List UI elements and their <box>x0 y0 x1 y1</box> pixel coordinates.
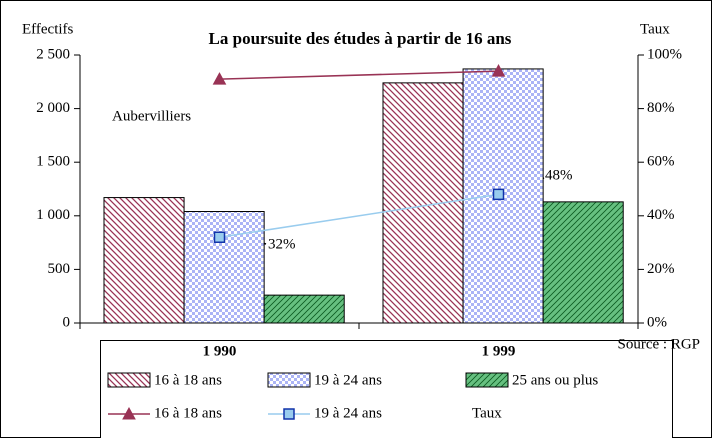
y2-tick-label: 40% <box>647 207 675 223</box>
y-tick-label: 2 500 <box>36 46 70 62</box>
bar <box>382 82 464 324</box>
legend-label: 19 à 24 ans <box>314 405 382 421</box>
y-tick-label: 0 <box>63 314 71 330</box>
bar <box>103 197 185 324</box>
y-tick-label: 500 <box>48 261 71 277</box>
y2-tick-label: 100% <box>647 46 682 62</box>
bar <box>542 201 624 324</box>
line <box>219 193 499 238</box>
legend-label: 16 à 18 ans <box>154 405 222 421</box>
marker <box>492 188 505 201</box>
marker <box>491 64 506 77</box>
line <box>219 70 499 80</box>
annotation: 48% <box>545 167 573 183</box>
y2-tick-label: 0% <box>647 314 667 330</box>
marker <box>213 231 226 243</box>
legend-label: 16 à 18 ans <box>154 372 222 388</box>
legend-label: 19 à 24 ans <box>314 372 382 388</box>
source: Source : RGP <box>618 336 701 352</box>
y2-tick-label: 20% <box>647 261 675 277</box>
x-tick-label: 1 999 <box>482 343 516 359</box>
y2-tick-label: 60% <box>647 154 675 170</box>
legend-swatch <box>267 372 311 388</box>
marker <box>283 408 295 420</box>
y2-tick-label: 80% <box>647 100 675 116</box>
y2-axis-label: Taux <box>640 21 670 37</box>
x-tick-label: 1 990 <box>203 343 237 359</box>
y-axis-label: Effectifs <box>22 21 74 37</box>
legend-swatch <box>107 372 151 388</box>
annotation: 32% <box>268 236 296 252</box>
bar <box>183 211 265 324</box>
annotation: Aubervilliers <box>112 108 191 124</box>
legend-label: 25 ans ou plus <box>512 372 598 388</box>
chart-title: La poursuite des études à partir de 16 a… <box>209 29 512 48</box>
bar <box>263 294 345 324</box>
legend-box <box>100 340 673 438</box>
y-tick-label: 1 500 <box>36 154 70 170</box>
legend-swatch <box>465 372 509 388</box>
y-tick-label: 1 000 <box>36 207 70 223</box>
marker <box>122 406 136 420</box>
y-tick-label: 2 000 <box>36 100 70 116</box>
legend-note: Taux <box>472 405 502 421</box>
marker <box>212 72 227 85</box>
